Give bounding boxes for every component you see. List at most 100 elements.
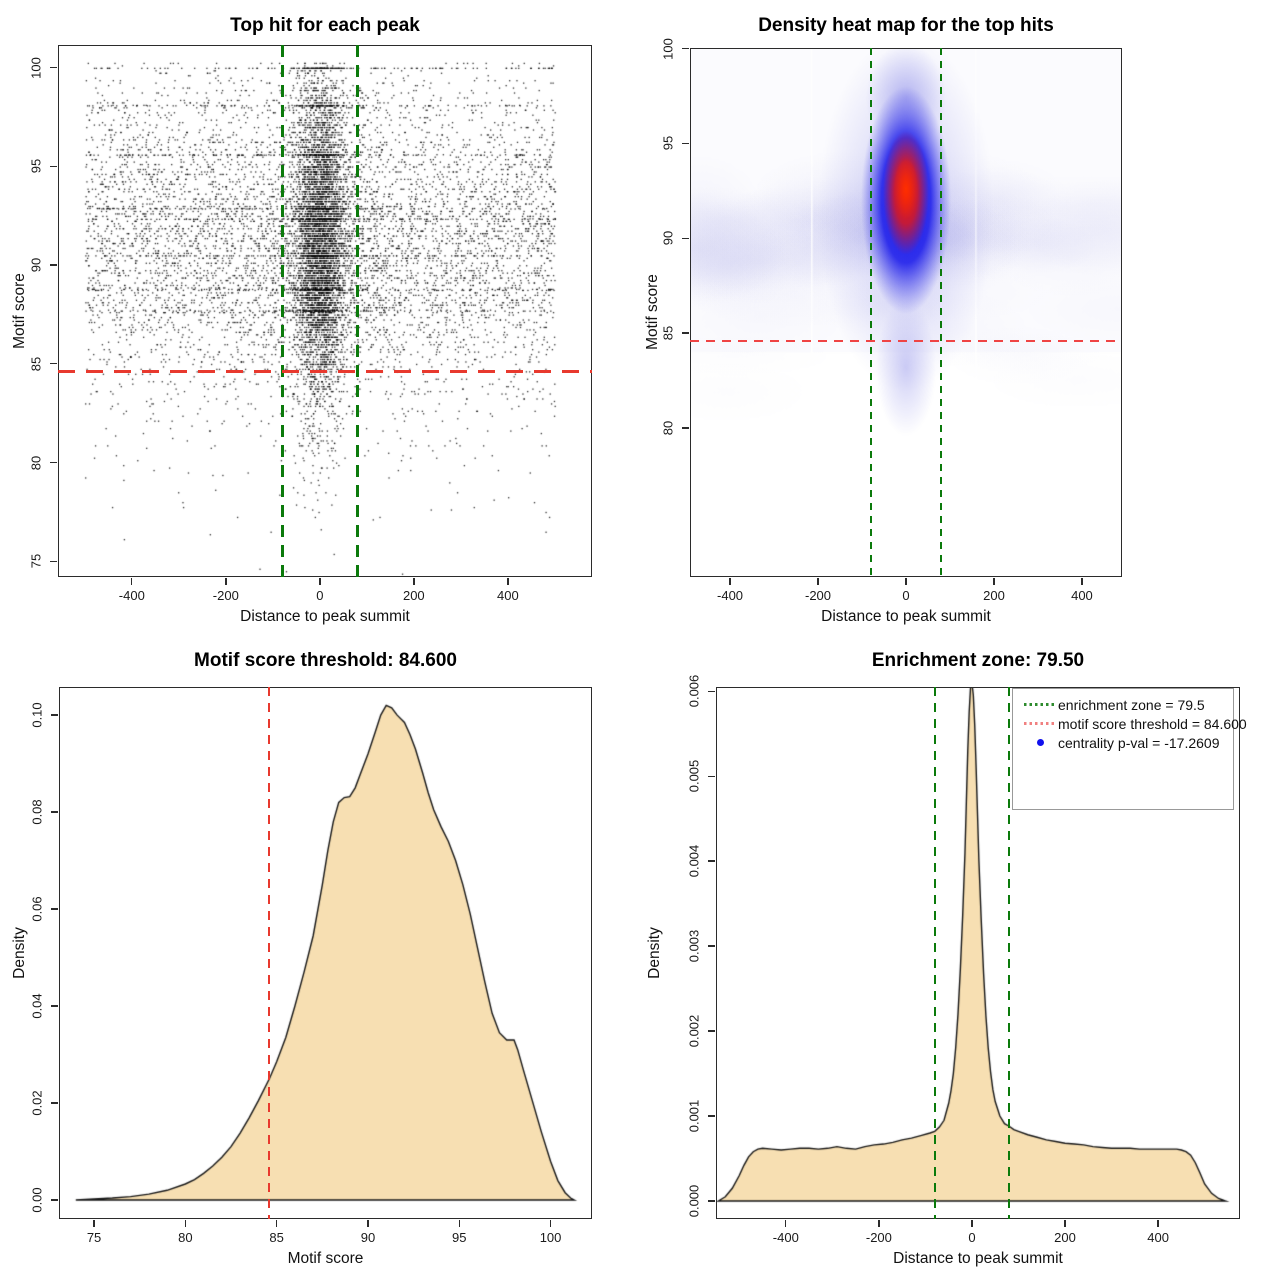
- x-tick-label: 100: [539, 1230, 562, 1245]
- x-tick-label: 85: [269, 1230, 284, 1245]
- x-tick-mark: [993, 578, 995, 585]
- legend-label: motif score threshold = 84.600: [1058, 715, 1247, 732]
- y-tick-label: 95: [660, 136, 676, 151]
- y-tick-label: 0.000: [686, 1184, 702, 1218]
- y-tick-label: 85: [28, 356, 44, 372]
- x-tick-label: 95: [452, 1230, 467, 1245]
- x-tick-label: -200: [212, 588, 239, 603]
- blue-point-sample: [1022, 739, 1058, 746]
- x-tick-label: 400: [1071, 588, 1093, 603]
- x-tick-mark: [367, 1220, 369, 1227]
- dotted-green-line-sample: [1022, 703, 1058, 706]
- threshold-vline: [268, 687, 271, 1219]
- x-tick-mark: [184, 1220, 187, 1227]
- y-tick-mark: [682, 332, 689, 334]
- y-tick-label: 0.003: [686, 929, 702, 963]
- heatmap-title: Density heat map for the top hits: [758, 15, 1054, 36]
- x-tick-label: -400: [772, 1230, 799, 1245]
- y-tick-mark: [50, 165, 57, 168]
- y-tick-mark: [51, 1199, 58, 1201]
- x-tick-label: 400: [496, 588, 519, 603]
- x-tick-mark: [1157, 1220, 1159, 1227]
- threshold-hline: [58, 370, 592, 374]
- y-tick-mark: [708, 690, 715, 692]
- scatter-canvas: [58, 45, 592, 577]
- x-tick-mark: [225, 578, 227, 585]
- threshold-vline: [355, 45, 359, 577]
- legend-label: centrality p-val = -17.2609: [1058, 734, 1220, 751]
- y-tick-label: 80: [660, 420, 676, 436]
- threshold-vline: [940, 48, 943, 577]
- y-tick-mark: [50, 560, 57, 562]
- y-tick-label: 100: [28, 56, 44, 79]
- y-tick-mark: [708, 1115, 715, 1117]
- x-tick-mark: [729, 578, 731, 585]
- x-tick-label: 200: [1054, 1230, 1076, 1245]
- legend-item-motif-threshold: motif score threshold = 84.600: [1013, 714, 1247, 733]
- y-tick-label: 0.002: [686, 1014, 702, 1048]
- heatmap-yaxis-label: Motif score: [644, 274, 661, 350]
- scatter-xaxis-label: Distance to peak summit: [240, 608, 410, 625]
- y-tick-label: 0.02: [29, 1090, 45, 1116]
- y-tick-mark: [708, 775, 715, 777]
- y-tick-label: 0.08: [29, 799, 45, 825]
- x-tick-mark: [275, 1220, 278, 1227]
- x-tick-mark: [1081, 578, 1083, 585]
- x-tick-label: -200: [865, 1230, 892, 1245]
- y-tick-label: 0.001: [686, 1099, 702, 1133]
- y-tick-label: 75: [28, 553, 44, 569]
- x-tick-label: -400: [118, 588, 145, 603]
- scatter-title: Top hit for each peak: [230, 15, 420, 36]
- distance-density-yaxis-label: Density: [646, 927, 663, 979]
- x-tick-mark: [458, 1220, 460, 1227]
- x-tick-label: 80: [178, 1230, 193, 1245]
- x-tick-label: 200: [402, 588, 425, 603]
- y-tick-mark: [708, 1030, 715, 1032]
- x-tick-mark: [131, 578, 133, 585]
- score-density-xaxis-label: Motif score: [287, 1250, 364, 1267]
- x-tick-label: -400: [717, 588, 744, 603]
- x-tick-mark: [878, 1220, 880, 1227]
- x-tick-label: 90: [360, 1230, 376, 1245]
- x-tick-label: 200: [983, 588, 1005, 603]
- x-tick-mark: [319, 578, 321, 585]
- y-tick-label: 0.006: [686, 674, 702, 708]
- y-tick-mark: [682, 142, 689, 145]
- y-tick-label: 100: [660, 37, 676, 60]
- distance-density-xaxis-label: Distance to peak summit: [893, 1250, 1063, 1267]
- dotted-red-line-sample: [1022, 722, 1058, 725]
- y-tick-mark: [708, 1200, 715, 1202]
- y-tick-mark: [51, 1005, 58, 1007]
- y-tick-mark: [708, 860, 715, 862]
- y-tick-mark: [51, 908, 58, 910]
- y-tick-mark: [50, 67, 57, 69]
- threshold-vline: [1007, 687, 1011, 1219]
- y-tick-label: 85: [660, 325, 676, 341]
- x-tick-mark: [905, 578, 907, 585]
- threshold-hline: [690, 339, 1122, 342]
- y-tick-label: 0.00: [29, 1187, 45, 1213]
- y-tick-mark: [682, 427, 689, 429]
- legend-item-centrality-pval: centrality p-val = -17.2609: [1013, 733, 1233, 752]
- x-tick-label: 0: [902, 588, 910, 603]
- legend: enrichment zone = 79.5 motif score thres…: [1012, 688, 1247, 810]
- x-tick-label: 0: [968, 1230, 976, 1245]
- score-density-title: Motif score threshold: 84.600: [194, 650, 457, 671]
- score-density-canvas: [59, 687, 592, 1219]
- heatmap-canvas: [690, 48, 1122, 577]
- y-tick-label: 90: [660, 231, 676, 246]
- y-tick-label: 95: [28, 159, 44, 174]
- y-tick-mark: [50, 363, 57, 365]
- x-tick-mark: [413, 578, 415, 585]
- y-tick-label: 0.004: [686, 844, 702, 878]
- x-tick-mark: [817, 578, 819, 585]
- y-tick-mark: [708, 945, 715, 947]
- x-tick-mark: [785, 1220, 787, 1227]
- y-tick-label: 0.06: [29, 896, 45, 922]
- y-tick-label: 0.005: [686, 759, 702, 793]
- y-tick-label: 0.10: [29, 702, 45, 728]
- x-tick-mark: [507, 578, 509, 585]
- x-tick-label: 75: [86, 1230, 102, 1245]
- score-density-yaxis-label: Density: [11, 927, 28, 979]
- x-tick-mark: [1064, 1220, 1066, 1227]
